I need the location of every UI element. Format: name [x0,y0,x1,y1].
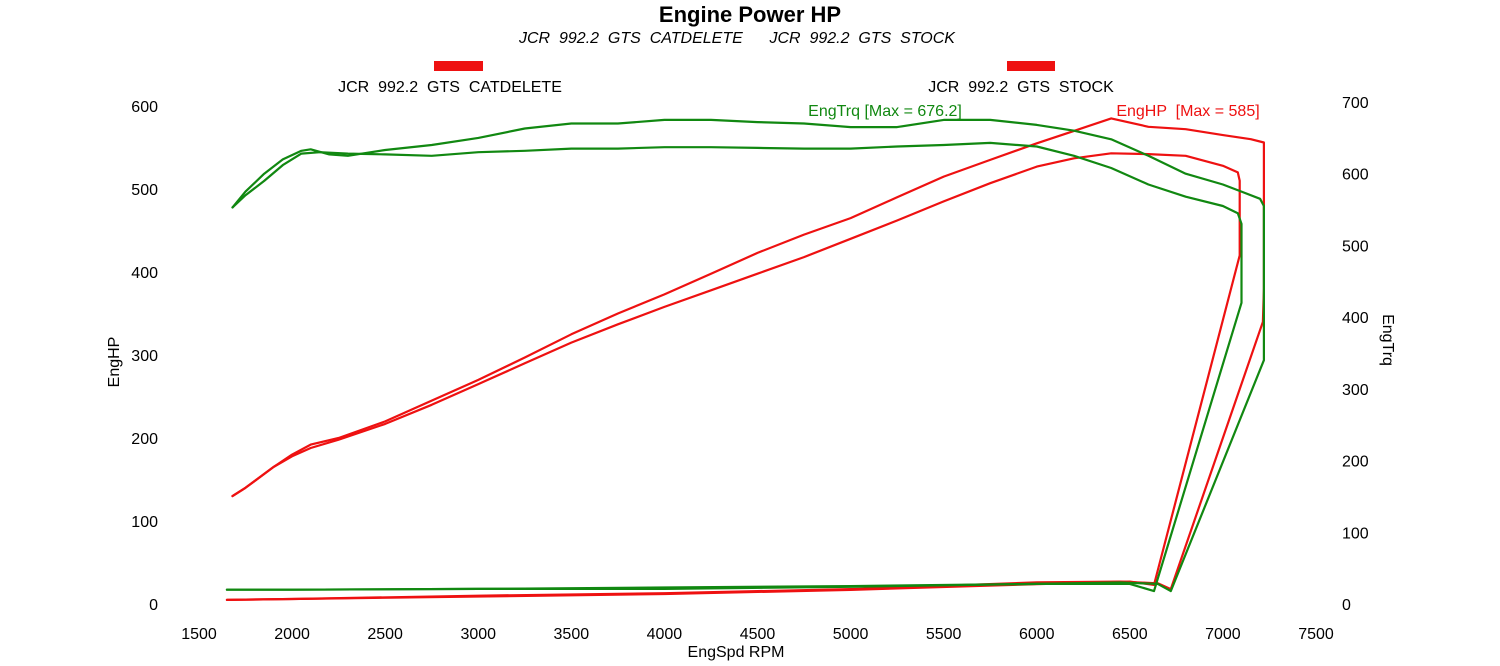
x-tick-label: 7000 [1205,626,1241,643]
series-line-enghp-catdelete [225,117,1265,601]
x-axis-label: EngSpd RPM [688,644,785,661]
y-left-tick-label: 600 [131,99,158,116]
y-left-tick-label: 300 [131,348,158,365]
chart-subtitle: JCR 992.2 GTS CATDELETE JCR 992.2 GTS ST… [518,30,956,47]
y-left-tick-label: 200 [131,431,158,448]
y-left-axis-label: EngHP [106,337,123,388]
y-right-tick-label: 0 [1342,597,1351,614]
x-axis-ticks: 1500 2000 2500 3000 3500 4000 4500 5000 5500 6000… [181,626,1334,643]
y-left-tick-label: 400 [131,265,158,282]
x-tick-label: 5500 [926,626,962,643]
series-line-engtrq-catdelete [225,118,1265,593]
series-line-engtrq-stock [225,141,1243,593]
y-left-tick-label: 500 [131,182,158,199]
y-right-tick-label: 500 [1342,238,1369,255]
legend-swatch-stock [1007,61,1055,71]
chart-title: Engine Power HP [659,2,841,27]
x-tick-label: 5000 [833,626,869,643]
x-tick-label: 3500 [554,626,590,643]
series-line-enghp-stock [225,152,1241,601]
y-right-tick-label: 200 [1342,454,1369,471]
y-right-tick-label: 400 [1342,310,1369,327]
x-tick-label: 2000 [274,626,310,643]
legend-label-catdelete: JCR 992.2 GTS CATDELETE [338,79,562,96]
plot-curves [225,117,1265,601]
legend-swatch-catdelete [434,61,483,71]
hp-max-annotation: EngHP [Max = 585] [1116,103,1259,120]
y-left-axis-ticks: 0 100 200 300 400 500 600 [131,99,158,614]
x-tick-label: 2500 [367,626,403,643]
x-tick-label: 6500 [1112,626,1148,643]
y-right-tick-label: 300 [1342,382,1369,399]
x-tick-label: 1500 [181,626,217,643]
torque-max-annotation: EngTrq [Max = 676.2] [808,103,962,120]
x-tick-label: 6000 [1019,626,1055,643]
x-tick-label: 4500 [740,626,776,643]
y-left-tick-label: 100 [131,514,158,531]
y-right-tick-label: 600 [1342,167,1369,184]
y-right-tick-label: 100 [1342,525,1369,542]
legend-label-stock: JCR 992.2 GTS STOCK [928,79,1114,96]
y-right-tick-label: 700 [1342,95,1369,112]
y-left-tick-label: 0 [149,597,158,614]
x-tick-label: 3000 [460,626,496,643]
x-tick-label: 4000 [647,626,683,643]
y-right-axis-ticks: 0 100 200 300 400 500 600 700 [1342,95,1369,614]
x-tick-label: 7500 [1298,626,1334,643]
y-right-axis-label: EngTrq [1379,314,1396,366]
